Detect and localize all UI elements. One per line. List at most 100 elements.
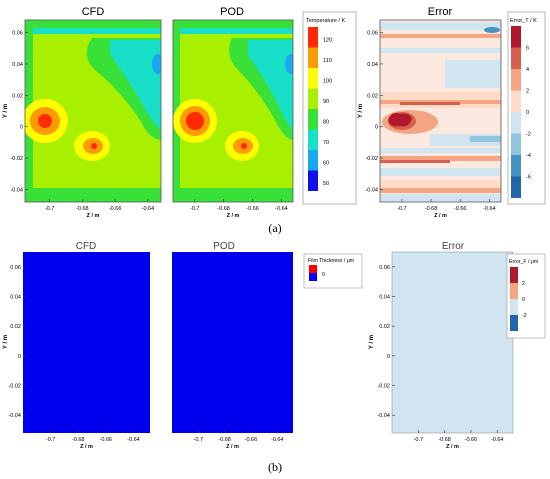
temperature-label: 60 [323,161,329,167]
b-error-xtick-label: -0.7 [414,437,423,443]
field-cold-spot [152,54,161,74]
a-error-ytick-label: -0.04 [365,187,378,193]
axes-frame-a-pod [172,19,294,203]
band-blue-top [380,22,501,30]
error-t-label: -6 [526,175,531,181]
error-t-label: -4 [526,153,531,159]
error-t-label: -2 [526,132,531,138]
legend-film-thickness: Film Thickness / μm 0 [303,253,363,289]
error-t-swatch [511,112,521,134]
temperature-swatch [308,109,318,130]
temperature-swatch [308,68,318,89]
hotspot-1-core [38,114,52,128]
b-cfd-xtick-label: -0.68 [72,437,85,443]
plot-title-a-error: Error [428,6,453,18]
b-error-xlabel: Z / m [446,444,459,450]
temperature-label: 120 [323,38,332,44]
b-cfd-xtick-label: -0.66 [100,437,113,443]
temperature-label: 90 [323,99,329,105]
hotspot-2-core [91,143,97,149]
a-cfd-ytick-label: 0.06 [12,31,23,37]
band-red-8 [380,188,501,193]
plot-title-b-pod: POD [213,241,235,252]
band-blue-3 [445,60,501,88]
legend-error-t: Error_T / K 6 4 2 0 -2 -4 -6 [507,11,546,205]
a-error-ytick-label: 0 [375,125,378,131]
temperature-swatch [308,88,318,109]
band-red-4 [400,102,460,105]
b-cfd-ytick-label: 0 [18,354,21,360]
b-cfd-xtick-label: -0.7 [46,437,55,443]
plot-title-a-cfd: CFD [82,6,105,18]
legend-swatch-1 [510,267,518,283]
error-t-label: 2 [526,89,529,95]
b-pod-xtick-label: -0.7 [194,437,203,443]
panel-label-a: (a) [268,221,281,235]
legend-label-0: 0 [522,297,525,303]
field-bottom-band [25,188,161,202]
band-red-5 [380,156,501,161]
a-cfd-xtick-label: -0.7 [45,206,54,212]
legend-title: Film Thickness / μm [308,258,354,264]
temperature-label: 50 [323,181,329,187]
legend-swatches: 120 110 100 90 80 70 60 50 [308,27,332,191]
temperature-swatch [308,129,318,150]
band-red-7 [380,180,501,190]
legend-box [303,253,363,289]
temperature-swatch [308,27,318,48]
a-cfd-xtick-label: -0.66 [109,206,122,212]
error-t-swatch [511,69,521,91]
b-error-ytick-label: 0.04 [379,295,390,301]
b-pod-xtick-label: -0.64 [271,437,284,443]
legend-swatch-3 [510,299,518,315]
b-cfd-ytick-label: 0.02 [10,324,21,330]
plot-title-b-cfd: CFD [76,241,97,252]
temperature-label: 100 [323,79,332,85]
legend-error-f: Error_F / μm 2 0 -2 [506,253,546,339]
a-cfd-ytick-label: -0.02 [10,156,23,162]
b-pod-xtick-label: -0.68 [218,437,231,443]
a-error-xtick-label: -0.66 [454,206,467,212]
legend-label-2: 2 [522,281,525,287]
legend-swatch-2 [510,283,518,299]
temperature-label: 70 [323,140,329,146]
legend-title: Temperature / K [306,18,345,24]
legend-swatch-4 [510,315,518,331]
field-cyan-region [248,40,293,130]
b-pod-xtick-label: -0.66 [245,437,258,443]
band-blue-2 [380,48,501,53]
b-cfd-ytick-label: -0.02 [8,384,21,390]
error-cold-spot [484,27,500,33]
a-error-ytick-label: 0.04 [367,62,378,68]
field-bottom-band [173,188,293,202]
a-pod-xtick-label: -0.64 [275,206,288,212]
a-error-xlabel: Z / m [434,213,447,219]
temperature-swatch [308,150,318,171]
heatmap-a-error [380,20,501,202]
a-cfd-xtick-label: -0.68 [76,206,89,212]
band-red-6 [380,160,450,163]
error-t-swatch [511,176,521,198]
a-cfd-xtick-label: -0.64 [142,206,155,212]
error-t-label: 0 [526,110,529,116]
band-blue-5 [470,136,501,142]
field-cyan-region [110,40,161,130]
b-cfd-xtick-label: -0.64 [127,437,140,443]
error-t-label: 4 [526,67,529,73]
hotspot-1-core [186,112,204,130]
plot-title-b-error: Error [442,241,465,252]
field-cold-spot [285,54,293,74]
b-error-xtick-label: -0.64 [491,437,504,443]
band-blue-8 [380,194,501,202]
a-error-ytick-label: 0.02 [367,93,378,99]
a-cfd-ytick-label: 0 [20,125,23,131]
legend-swatch-blue [309,273,317,281]
legend-swatch-red [309,265,317,273]
b-error-xtick-label: -0.66 [465,437,478,443]
band-blue-7 [380,168,501,176]
a-error-xtick-label: -0.64 [483,206,496,212]
error-t-swatch [511,47,521,69]
hotspot-2-core [241,143,247,149]
legend-temperature: Temperature / K 120 110 100 90 80 70 60 50 [302,11,357,205]
